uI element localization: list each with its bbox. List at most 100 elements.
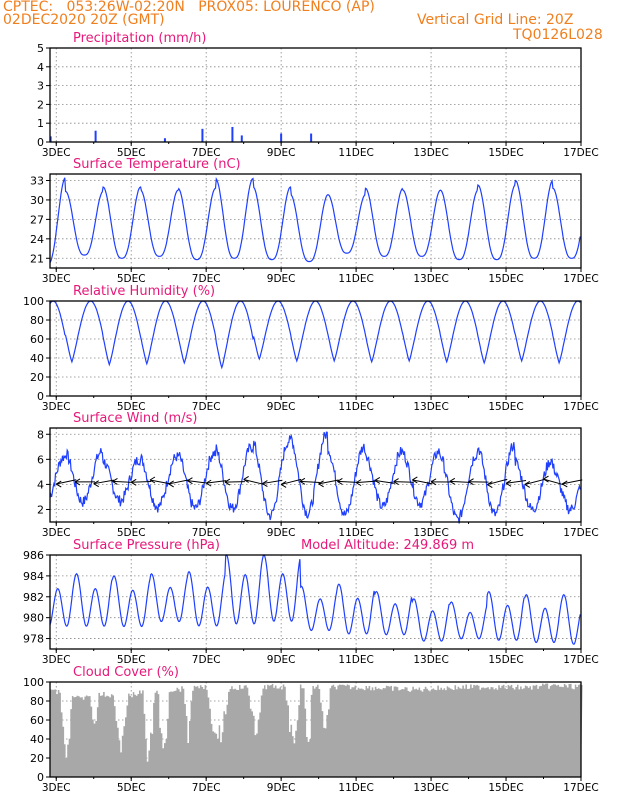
y-tick-label: 0 xyxy=(37,136,44,149)
wind-vector xyxy=(318,479,339,485)
y-tick-label: 978 xyxy=(23,633,44,646)
wind-vector xyxy=(187,480,208,484)
x-tick-label: 7DEC xyxy=(192,147,221,159)
wind-vector-head xyxy=(243,476,249,483)
wind-vector xyxy=(299,480,320,483)
cloud-cover-area xyxy=(50,683,583,777)
wind-vector xyxy=(56,479,77,485)
wind-vector-head xyxy=(168,480,174,488)
x-tick-label: 9DEC xyxy=(267,147,296,159)
y-tick-label: 984 xyxy=(23,570,44,583)
precip-bar xyxy=(201,128,204,142)
x-tick-label: 3DEC xyxy=(42,147,71,159)
wind-vector-head xyxy=(487,481,493,488)
precip-bar xyxy=(94,130,97,142)
x-tick-label: 9DEC xyxy=(267,527,296,539)
y-tick-label: 100 xyxy=(23,295,44,308)
wind-vector-head xyxy=(74,478,81,486)
wind-vector-head xyxy=(562,480,568,488)
grid-humidity xyxy=(50,301,582,396)
panel-frame-humidity xyxy=(49,300,582,397)
y-tick-label: 2 xyxy=(37,98,44,111)
wind-vector-head xyxy=(112,477,118,485)
y-tick-label: 4 xyxy=(37,61,44,74)
panel-frame-temperature xyxy=(49,173,582,269)
y-tick-label: 40 xyxy=(30,733,44,746)
wind-vector xyxy=(168,479,189,485)
panel-frame-wind xyxy=(49,427,582,523)
precip-bar xyxy=(280,133,283,142)
panel-title-wind: Surface Wind (m/s) xyxy=(73,411,197,426)
grid-wind xyxy=(50,428,582,522)
wind-vector-head xyxy=(93,480,99,488)
y-tick-label: 40 xyxy=(30,352,44,365)
wind-vector-head xyxy=(224,478,231,486)
wind-vector xyxy=(412,479,433,485)
y-tick-label: 5 xyxy=(37,42,44,55)
y-tick-label: 0 xyxy=(37,390,44,403)
wind-vector-head xyxy=(318,480,324,488)
wind-vector-head xyxy=(524,481,531,488)
x-tick-label: 11DEC xyxy=(338,401,373,413)
grid-temperature xyxy=(50,174,582,268)
x-tick-label: 5DEC xyxy=(117,654,146,666)
x-tick-label: 11DEC xyxy=(338,527,373,539)
x-tick-label: 3DEC xyxy=(42,273,71,285)
model-altitude-label: Model Altitude: 249.869 m xyxy=(301,538,474,553)
wind-vector xyxy=(131,480,152,483)
header-date: 02DEC2020 20Z (GMT) xyxy=(3,12,165,28)
x-tick-label: 3DEC xyxy=(42,401,71,413)
wind-vector xyxy=(149,479,171,485)
grid-precipitation xyxy=(50,48,582,142)
wind-vector-head xyxy=(280,481,287,488)
x-tick-label: 7DEC xyxy=(192,273,221,285)
wind-vector xyxy=(243,479,264,485)
y-tick-label: 982 xyxy=(23,591,44,604)
wind-vector-head xyxy=(543,475,549,483)
wind-vector xyxy=(487,478,508,486)
x-tick-label: 7DEC xyxy=(192,782,221,794)
x-tick-label: 11DEC xyxy=(338,147,373,159)
y-tick-label: 80 xyxy=(30,695,44,708)
series-line-humidity xyxy=(49,300,581,370)
y-tick-label: 33 xyxy=(30,174,44,187)
x-tick-label: 5DEC xyxy=(117,147,146,159)
y-tick-label: 986 xyxy=(23,549,44,562)
wind-vector xyxy=(262,479,283,485)
panel-frame-pressure xyxy=(49,554,582,650)
y-tick-label: 6 xyxy=(37,453,44,466)
y-tick-label: 21 xyxy=(30,252,44,265)
y-tick-label: 20 xyxy=(30,752,44,765)
wind-vector xyxy=(206,480,227,484)
wind-vector-head xyxy=(337,477,343,485)
wind-vector-head xyxy=(449,477,456,485)
y-tick-label: 80 xyxy=(30,314,44,327)
wind-vector-head xyxy=(393,478,399,485)
x-tick-label: 15DEC xyxy=(488,654,523,666)
y-tick-label: 8 xyxy=(37,428,44,441)
series-line-wind xyxy=(49,431,581,524)
x-tick-label: 17DEC xyxy=(563,527,598,539)
x-tick-label: 3DEC xyxy=(42,654,71,666)
panel-frame-precipitation xyxy=(49,47,582,143)
wind-vector-head xyxy=(187,477,193,485)
panel-title-pressure: Surface Pressure (hPa) xyxy=(73,538,220,553)
series-line-pressure xyxy=(49,553,581,645)
wind-vector xyxy=(281,478,302,485)
x-tick-label: 15DEC xyxy=(488,401,523,413)
x-tick-label: 13DEC xyxy=(413,273,448,285)
y-tick-label: 60 xyxy=(30,333,44,346)
series-line-temperature xyxy=(49,177,581,264)
wind-vector-head xyxy=(299,477,306,485)
wind-vector xyxy=(93,479,114,485)
y-tick-label: 0 xyxy=(37,771,44,784)
x-tick-label: 13DEC xyxy=(413,782,448,794)
precip-bar xyxy=(163,138,166,142)
x-tick-label: 11DEC xyxy=(338,273,373,285)
y-tick-label: 1 xyxy=(37,117,44,130)
panel-title-temperature: Surface Temperature (nC) xyxy=(73,157,241,172)
wind-vector-head xyxy=(430,478,437,486)
wind-vector-head xyxy=(55,480,62,488)
x-tick-label: 7DEC xyxy=(192,654,221,666)
